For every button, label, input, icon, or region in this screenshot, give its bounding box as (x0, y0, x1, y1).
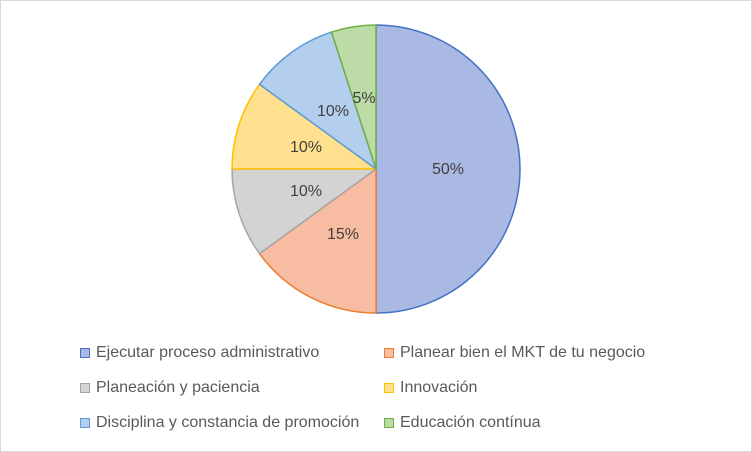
pie-slice-5[interactable] (330, 24, 377, 170)
pie-slice-1[interactable] (258, 168, 377, 314)
data-label-5: 5% (352, 90, 375, 107)
data-label-0: 50% (432, 161, 464, 178)
pie-slice-4[interactable] (258, 31, 377, 170)
data-label-2: 10% (290, 183, 322, 200)
data-label-1: 15% (327, 226, 359, 243)
pie-slice-2[interactable] (231, 168, 377, 255)
pie-slice-0[interactable] (375, 24, 521, 314)
data-label-4: 10% (317, 103, 349, 120)
pie-slice-3[interactable] (231, 83, 377, 170)
data-label-3: 10% (290, 139, 322, 156)
